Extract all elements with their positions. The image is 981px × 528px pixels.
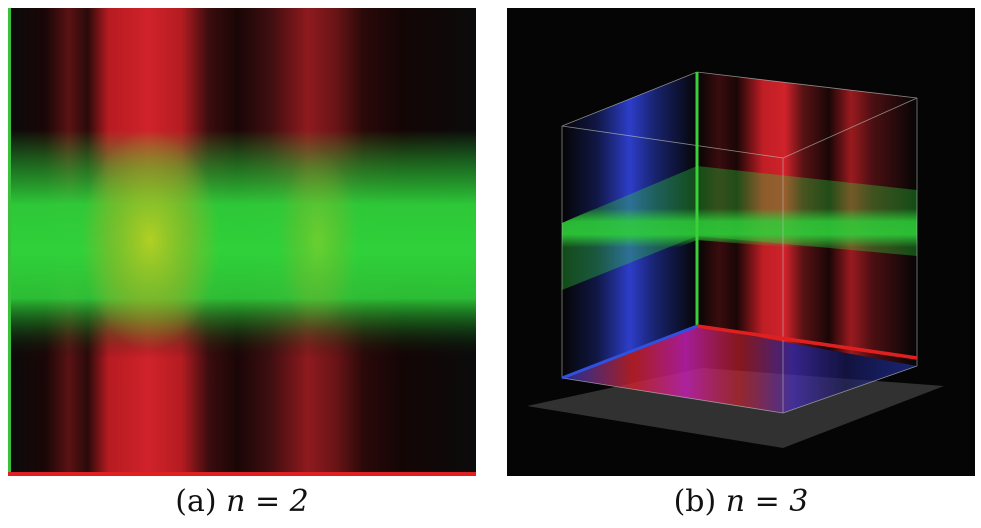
caption-a: (a) n = 2 bbox=[8, 484, 476, 520]
caption-a-label: (a) bbox=[175, 484, 217, 519]
caption-b: (b) n = 3 bbox=[507, 484, 975, 520]
x-axis-red bbox=[696, 324, 918, 360]
overlap-highlight-secondary bbox=[278, 150, 358, 330]
green-band bbox=[8, 8, 476, 476]
panel-b-cube bbox=[507, 8, 975, 476]
green-band-3d bbox=[562, 163, 917, 293]
panel-a-heatmap bbox=[8, 8, 476, 476]
caption-b-equation: n = 3 bbox=[725, 484, 809, 519]
caption-b-label: (b) bbox=[673, 484, 717, 519]
overlap-highlight bbox=[80, 130, 220, 350]
green-band-3d-core bbox=[562, 166, 917, 290]
caption-a-equation: n = 2 bbox=[226, 484, 309, 519]
panel-b-canvas bbox=[527, 71, 944, 448]
panel-a-canvas bbox=[8, 8, 476, 476]
floor-colored bbox=[562, 326, 917, 413]
cube-edges bbox=[561, 71, 918, 414]
y-axis-blue bbox=[561, 324, 698, 380]
